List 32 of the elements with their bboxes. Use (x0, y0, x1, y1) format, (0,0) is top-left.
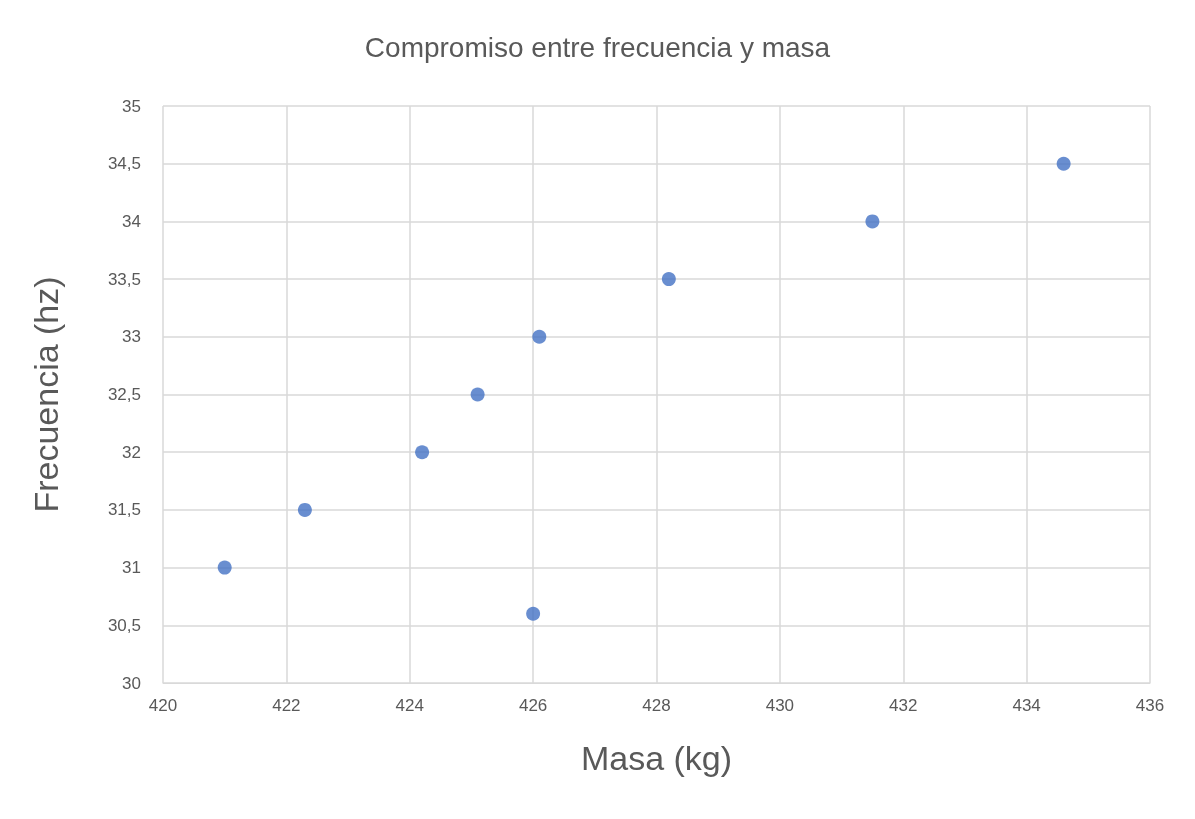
y-tick-label: 34 (122, 211, 141, 231)
point (532, 329, 547, 344)
y-tick-label: 32 (122, 442, 141, 462)
y-axis-title: Frecuencia (hz) (27, 276, 65, 513)
point (217, 560, 232, 575)
x-tick-label: 430 (765, 696, 795, 715)
y-tick-label: 31 (122, 558, 141, 578)
chart-title: Compromiso entre frecuencia y masa (364, 31, 831, 63)
x-tick-label: 434 (1012, 696, 1041, 715)
x-tick-label: 428 (642, 696, 671, 715)
x-tick-label: 432 (889, 696, 918, 715)
x-tick-label: 426 (518, 696, 548, 715)
point (415, 445, 430, 460)
y-tick-label: 35 (122, 96, 141, 116)
x-axis-title: Masa (kg) (580, 739, 733, 777)
x-tick-label: 420 (148, 696, 178, 715)
y-tick-label: 34,5 (107, 154, 141, 174)
y-tick-label: 31,5 (107, 500, 141, 520)
point (526, 606, 541, 621)
y-tick-label: 33 (122, 327, 141, 347)
x-tick-label: 424 (395, 696, 424, 715)
y-tick-label: 33,5 (107, 269, 141, 289)
x-tick-label: 436 (1135, 696, 1165, 715)
point (865, 214, 880, 229)
y-tick-label: 32,5 (107, 385, 141, 404)
y-tick-label: 30 (122, 673, 141, 693)
x-tick-label: 422 (272, 696, 301, 715)
point (470, 387, 485, 402)
y-tick-label: 30,5 (107, 615, 141, 635)
point (661, 272, 676, 287)
point (297, 502, 312, 517)
point (1056, 156, 1071, 171)
